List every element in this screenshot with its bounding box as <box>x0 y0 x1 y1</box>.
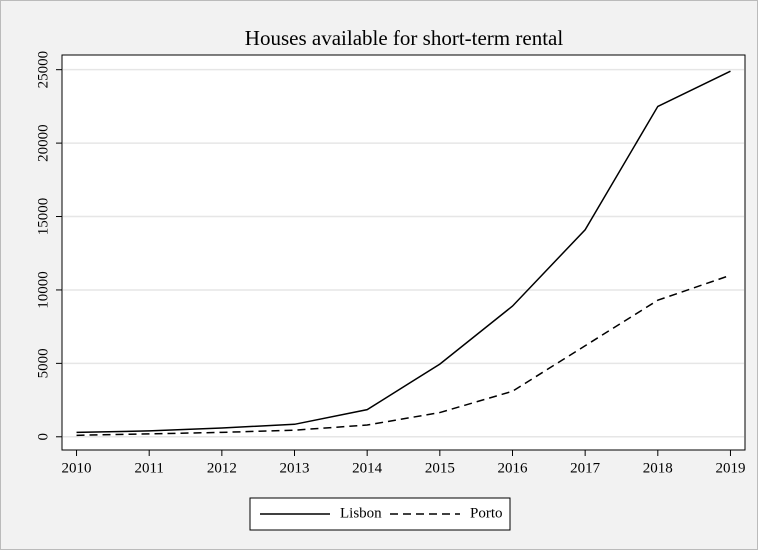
series-line <box>76 70 731 434</box>
y-tick-label: 5000 <box>35 348 51 378</box>
x-tick-label: 2012 <box>207 460 237 476</box>
legend: Lisbon Porto <box>249 497 511 531</box>
series-line <box>76 274 731 437</box>
x-tick-label: 2014 <box>352 460 383 476</box>
x-tick-label: 2017 <box>570 460 601 476</box>
x-tick-label: 2015 <box>425 460 455 476</box>
y-tick-label: 20000 <box>35 124 51 162</box>
x-tick-label: 2013 <box>280 460 310 476</box>
y-tick-label: 0 <box>35 433 51 441</box>
y-tick-label: 10000 <box>35 271 51 309</box>
legend-box <box>249 497 511 531</box>
legend-label: Lisbon <box>340 505 382 521</box>
y-tick-label: 15000 <box>35 198 51 236</box>
x-tick-label: 2010 <box>62 460 92 476</box>
y-tick-label: 25000 <box>35 51 51 89</box>
x-tick-label: 2011 <box>134 460 163 476</box>
chart-title: Houses available for short-term rental <box>245 26 564 50</box>
legend-label: Porto <box>470 505 503 521</box>
x-tick-label: 2019 <box>715 460 745 476</box>
plot-area <box>61 54 746 451</box>
x-tick-label: 2018 <box>643 460 673 476</box>
x-tick-label: 2016 <box>497 460 528 476</box>
